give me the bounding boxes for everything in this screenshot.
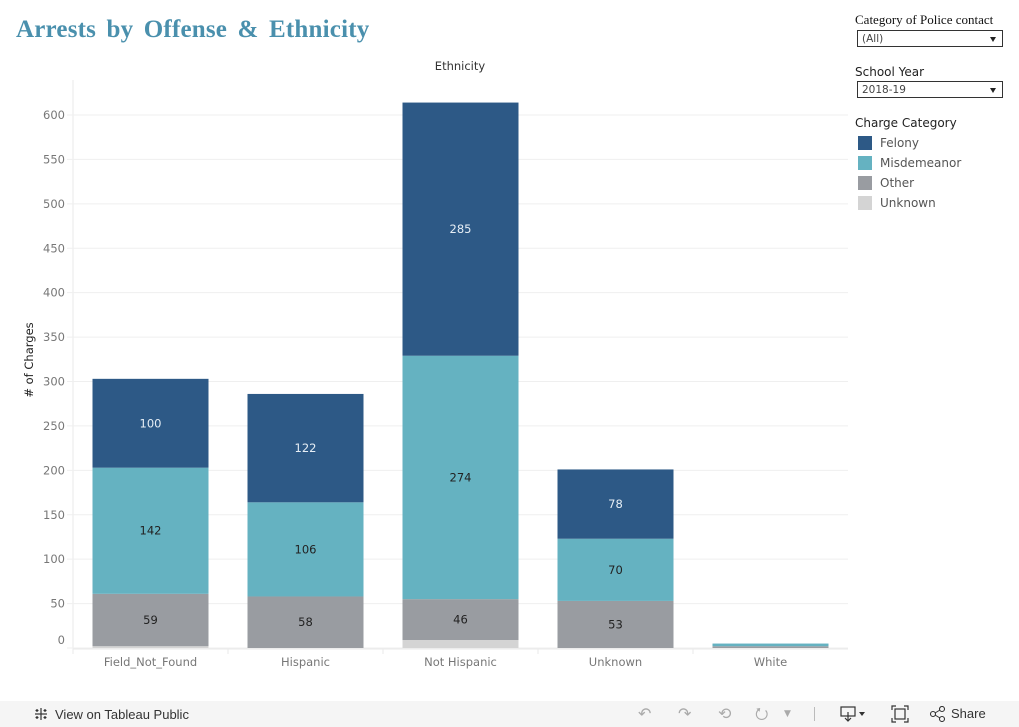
data-label: 122 [295,441,317,455]
police-contact-dropdown[interactable]: (All) [857,30,1003,47]
data-label: 59 [143,613,158,627]
legend-item-felony[interactable]: Felony [855,133,1015,153]
bar-segment-misdemeanor[interactable] [247,502,364,597]
legend-label: Misdemeanor [880,156,962,170]
bar-segment-other[interactable] [402,599,519,641]
bar-segment-unknown[interactable] [402,640,519,648]
x-tick-label: Not Hispanic [424,655,497,669]
view-on-tableau-label: View on Tableau Public [55,706,189,722]
data-label: 46 [453,613,468,627]
legend-item-other[interactable]: Other [855,173,1015,193]
y-tick-label: 200 [43,463,65,477]
legend-item-unknown[interactable]: Unknown [855,193,1015,213]
bar-segment-misdemeanor[interactable] [402,355,519,600]
y-axis-ticks: 0 50 100 150 200 250 300 350 400 450 500 550 600 [43,108,65,647]
data-label: 142 [140,524,162,538]
fullscreen-icon[interactable] [891,705,909,723]
view-on-tableau-link[interactable]: View on Tableau Public [33,706,189,722]
legend-item-misdemeanor[interactable]: Misdemeanor [855,153,1015,173]
undo-icon[interactable]: ↶ [638,704,652,723]
y-tick-label: 250 [43,419,65,433]
bar-segment-other[interactable] [712,646,829,648]
legend-swatch [858,176,872,190]
y-tick-label: 300 [43,375,65,389]
legend: Felony Misdemeanor Other Unknown [855,133,1015,213]
legend-swatch [858,196,872,210]
chevron-down-icon [990,37,996,42]
download-icon[interactable] [840,705,866,723]
data-label: 78 [608,497,623,511]
y-tick-label: 450 [43,241,65,255]
share-button[interactable]: Share [929,705,986,723]
dashboard-title: Arrests by Offense & Ethnicity [16,16,370,43]
bar-segment-felony[interactable] [557,469,674,539]
bar-segment-felony[interactable] [402,102,519,356]
legend-swatch [858,156,872,170]
y-tick-label: 100 [43,552,65,566]
y-tick-label: 350 [43,330,65,344]
share-label: Share [951,706,986,721]
legend-label: Unknown [880,196,936,210]
bar-segment-misdemeanor[interactable] [557,538,674,601]
x-tick-label: White [754,655,787,669]
police-contact-value: (All) [862,33,884,45]
y-tick-label: 0 [58,633,65,647]
tableau-logo-icon [33,706,49,722]
school-year-value: 2018-19 [862,84,906,96]
y-tick-label: 600 [43,108,65,122]
y-tick-label: 500 [43,197,65,211]
x-tick-label: Unknown [589,655,642,669]
data-label: 53 [608,617,623,631]
bar-segment-other[interactable] [557,600,674,648]
y-tick-label: 400 [43,286,65,300]
data-label: 100 [140,416,162,430]
x-tick-label: Field_Not_Found [104,655,197,669]
bar-segment-unknown[interactable] [92,646,209,648]
data-label: 106 [295,542,317,556]
filter-label-police-contact: Category of Police contact [855,12,994,27]
bar-segment-other[interactable] [92,593,209,647]
tableau-toolbar: View on Tableau Public ↶ ↷ ⟲ ⭮ ▼ Share [0,701,1019,727]
y-axis-label: # of Charges [22,322,36,397]
school-year-dropdown[interactable]: 2018-19 [857,81,1003,98]
x-axis-ticks: Field_Not_Found Hispanic Not Hispanic Unkno… [73,648,848,669]
chevron-down-icon [990,88,996,93]
revert-icon[interactable]: ⟲ [718,704,732,723]
filter-label-school-year: School Year [855,65,925,79]
data-label: 285 [450,222,472,236]
share-icon [929,706,946,722]
data-label: 58 [298,615,313,629]
bar-segment-felony[interactable] [92,378,209,468]
data-label: 274 [450,470,472,484]
toolbar-divider [814,707,815,721]
y-tick-label: 50 [50,597,65,611]
data-label: 70 [608,563,623,577]
legend-swatch [858,136,872,150]
legend-label: Felony [880,136,920,150]
bar-chart: Ethnicity # of Charges 0 50 100 150 200 250 30… [22,59,848,669]
dropdown-icon[interactable]: ▼ [784,709,791,719]
legend-title: Charge Category [855,116,957,130]
redo-icon[interactable]: ↷ [678,704,692,723]
bar-segment-misdemeanor[interactable] [712,643,829,647]
bars: 59 142 100 58 106 122 46 274 285 53 70 78 [92,102,829,648]
refresh-icon[interactable]: ⭮ [755,704,769,723]
bar-segment-felony[interactable] [247,393,364,503]
x-tick-label: Hispanic [281,655,330,669]
legend-label: Other [880,176,915,190]
y-tick-label: 550 [43,152,65,166]
bar-segment-misdemeanor[interactable] [92,467,209,594]
column-header: Ethnicity [435,59,486,73]
bar-segment-other[interactable] [247,596,364,648]
y-tick-label: 150 [43,508,65,522]
sidebar: Category of Police contact (All) School … [855,12,1015,213]
